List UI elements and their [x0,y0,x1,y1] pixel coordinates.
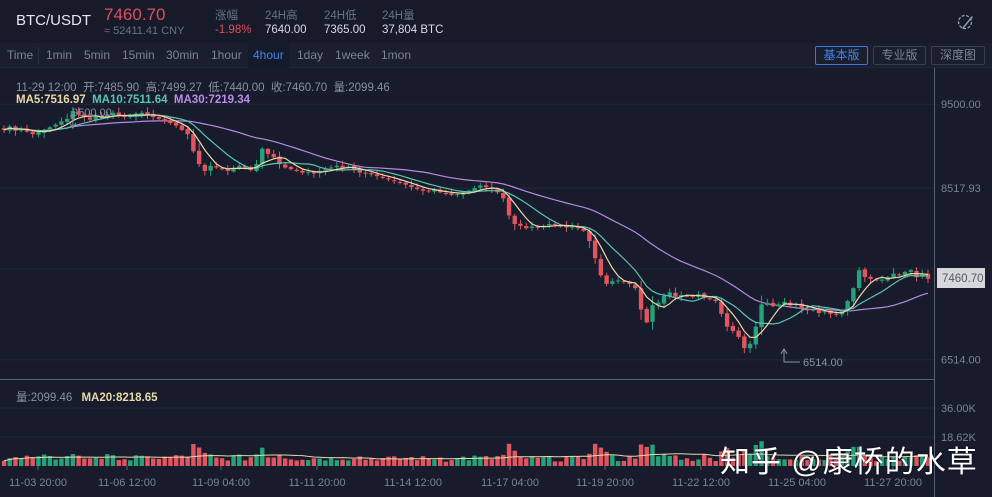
ohlc-info: 11-29 12:00 开:7485.90 高:7499.27 低:7440.0… [16,79,390,95]
volume-ma20: MA20:8218.65 [81,392,158,404]
svg-text:11-11 20:00: 11-11 20:00 [288,477,345,489]
stat-24h-high: 24H高 7640.00 [265,7,307,36]
svg-text:9500.00: 9500.00 [72,107,112,119]
legend-ma30: MA30:7219.34 [173,94,250,106]
stat-value: 7365.00 [324,24,366,36]
stat-24h-low: 24H低 7365.00 [324,7,366,36]
svg-text:18.62K: 18.62K [941,432,977,444]
stat-value: 7640.00 [265,24,307,36]
volume-bars [1,441,931,466]
timeframe-1hour[interactable]: 1hour [211,48,242,62]
last-price: 7460.70 [104,5,166,24]
svg-text:11-22 12:00: 11-22 12:00 [672,477,730,489]
stat-label: 24H高 [265,10,298,22]
info-open: 开:7485.90 [82,82,140,94]
timeframe-toolbar: Time 1min 5min 15min 30min 1hour 4hour 1… [0,43,992,68]
timeframe-30min[interactable]: 30min [166,48,199,62]
stat-change: 涨幅 -1.98% [215,7,251,36]
info-volume: 量:2099.46 [333,82,390,94]
timeframe-15min[interactable]: 15min [122,48,155,62]
timeframe-4hour[interactable]: 4hour [248,43,289,68]
ma-legend: MA5:7516.97 MA10:7511.64 MA30:7219.34 [16,94,250,106]
svg-text:6514.00: 6514.00 [941,355,981,367]
candlestick-chart[interactable]: 9500.00 8517.93 6514.00 9500.00 6514.00 7460.… [0,68,992,497]
info-close: 收:7460.70 [270,82,328,94]
ma5-line [3,114,929,338]
last-price-tag [937,268,985,288]
stat-label: 涨幅 [215,10,238,22]
svg-text:8517.93: 8517.93 [941,183,981,195]
svg-text:7460.70: 7460.70 [942,273,984,285]
svg-text:11-19 20:00: 11-19 20:00 [576,477,634,489]
stat-label: 24H低 [324,10,357,22]
svg-text:11-03 20:00: 11-03 20:00 [9,477,67,489]
stat-value: -1.98% [215,24,252,36]
cny-equivalent: ≈ 52411.41 CNY [104,25,185,37]
stat-value: 37,804 BTC [382,24,444,36]
svg-text:11-25 04:00: 11-25 04:00 [768,477,826,489]
watermark: 知乎 @康桥的水草 [720,446,978,479]
timeframe-1week[interactable]: 1week [335,48,370,62]
info-time: 11-29 12:00 [16,82,77,94]
candles [1,107,931,354]
ma10-line [3,114,928,325]
timeframe-time[interactable]: Time [7,48,34,62]
stat-24h-volume: 24H量 37,804 BTC [382,7,443,36]
depth-chart-button[interactable]: 深度图 [931,46,985,65]
svg-text:11-09 04:00: 11-09 04:00 [192,477,250,489]
volume-legend: 量:2099.46 MA20:8218.65 [16,389,158,405]
svg-text:11-14 12:00: 11-14 12:00 [384,477,442,489]
svg-text:11-06 12:00: 11-06 12:00 [98,477,156,489]
legend-ma10: MA10:7511.64 [92,94,168,106]
info-high: 高:7499.27 [145,82,202,94]
volume-ma20-line [3,453,929,462]
svg-text:11-17 04:00: 11-17 04:00 [481,477,539,489]
trading-pair[interactable]: BTC/USDT [16,12,91,29]
timeframe-5min[interactable]: 5min [84,48,111,62]
volume-value: 量:2099.46 [16,392,73,404]
timeframe-1day[interactable]: 1day [297,48,324,62]
svg-text:9500.00: 9500.00 [941,99,981,111]
svg-text:6514.00: 6514.00 [803,357,843,369]
legend-ma5: MA5:7516.97 [16,94,86,106]
basic-view-button[interactable]: 基本版 [815,46,868,65]
svg-text:36.00K: 36.00K [941,403,977,415]
svg-text:11-27 20:00: 11-27 20:00 [864,477,922,489]
paint-brush-icon[interactable] [957,13,975,31]
info-low: 低:7440.00 [208,82,265,94]
ma30-line [3,120,929,312]
toolbar-divider [38,47,39,64]
market-header: BTC/USDT 7460.70 ≈ 52411.41 CNY 涨幅 -1.98… [0,0,992,43]
pro-view-button[interactable]: 专业版 [873,46,926,65]
timeframe-1mon[interactable]: 1mon [381,48,412,62]
timeframe-1min[interactable]: 1min [46,48,73,62]
stat-label: 24H量 [382,10,415,22]
